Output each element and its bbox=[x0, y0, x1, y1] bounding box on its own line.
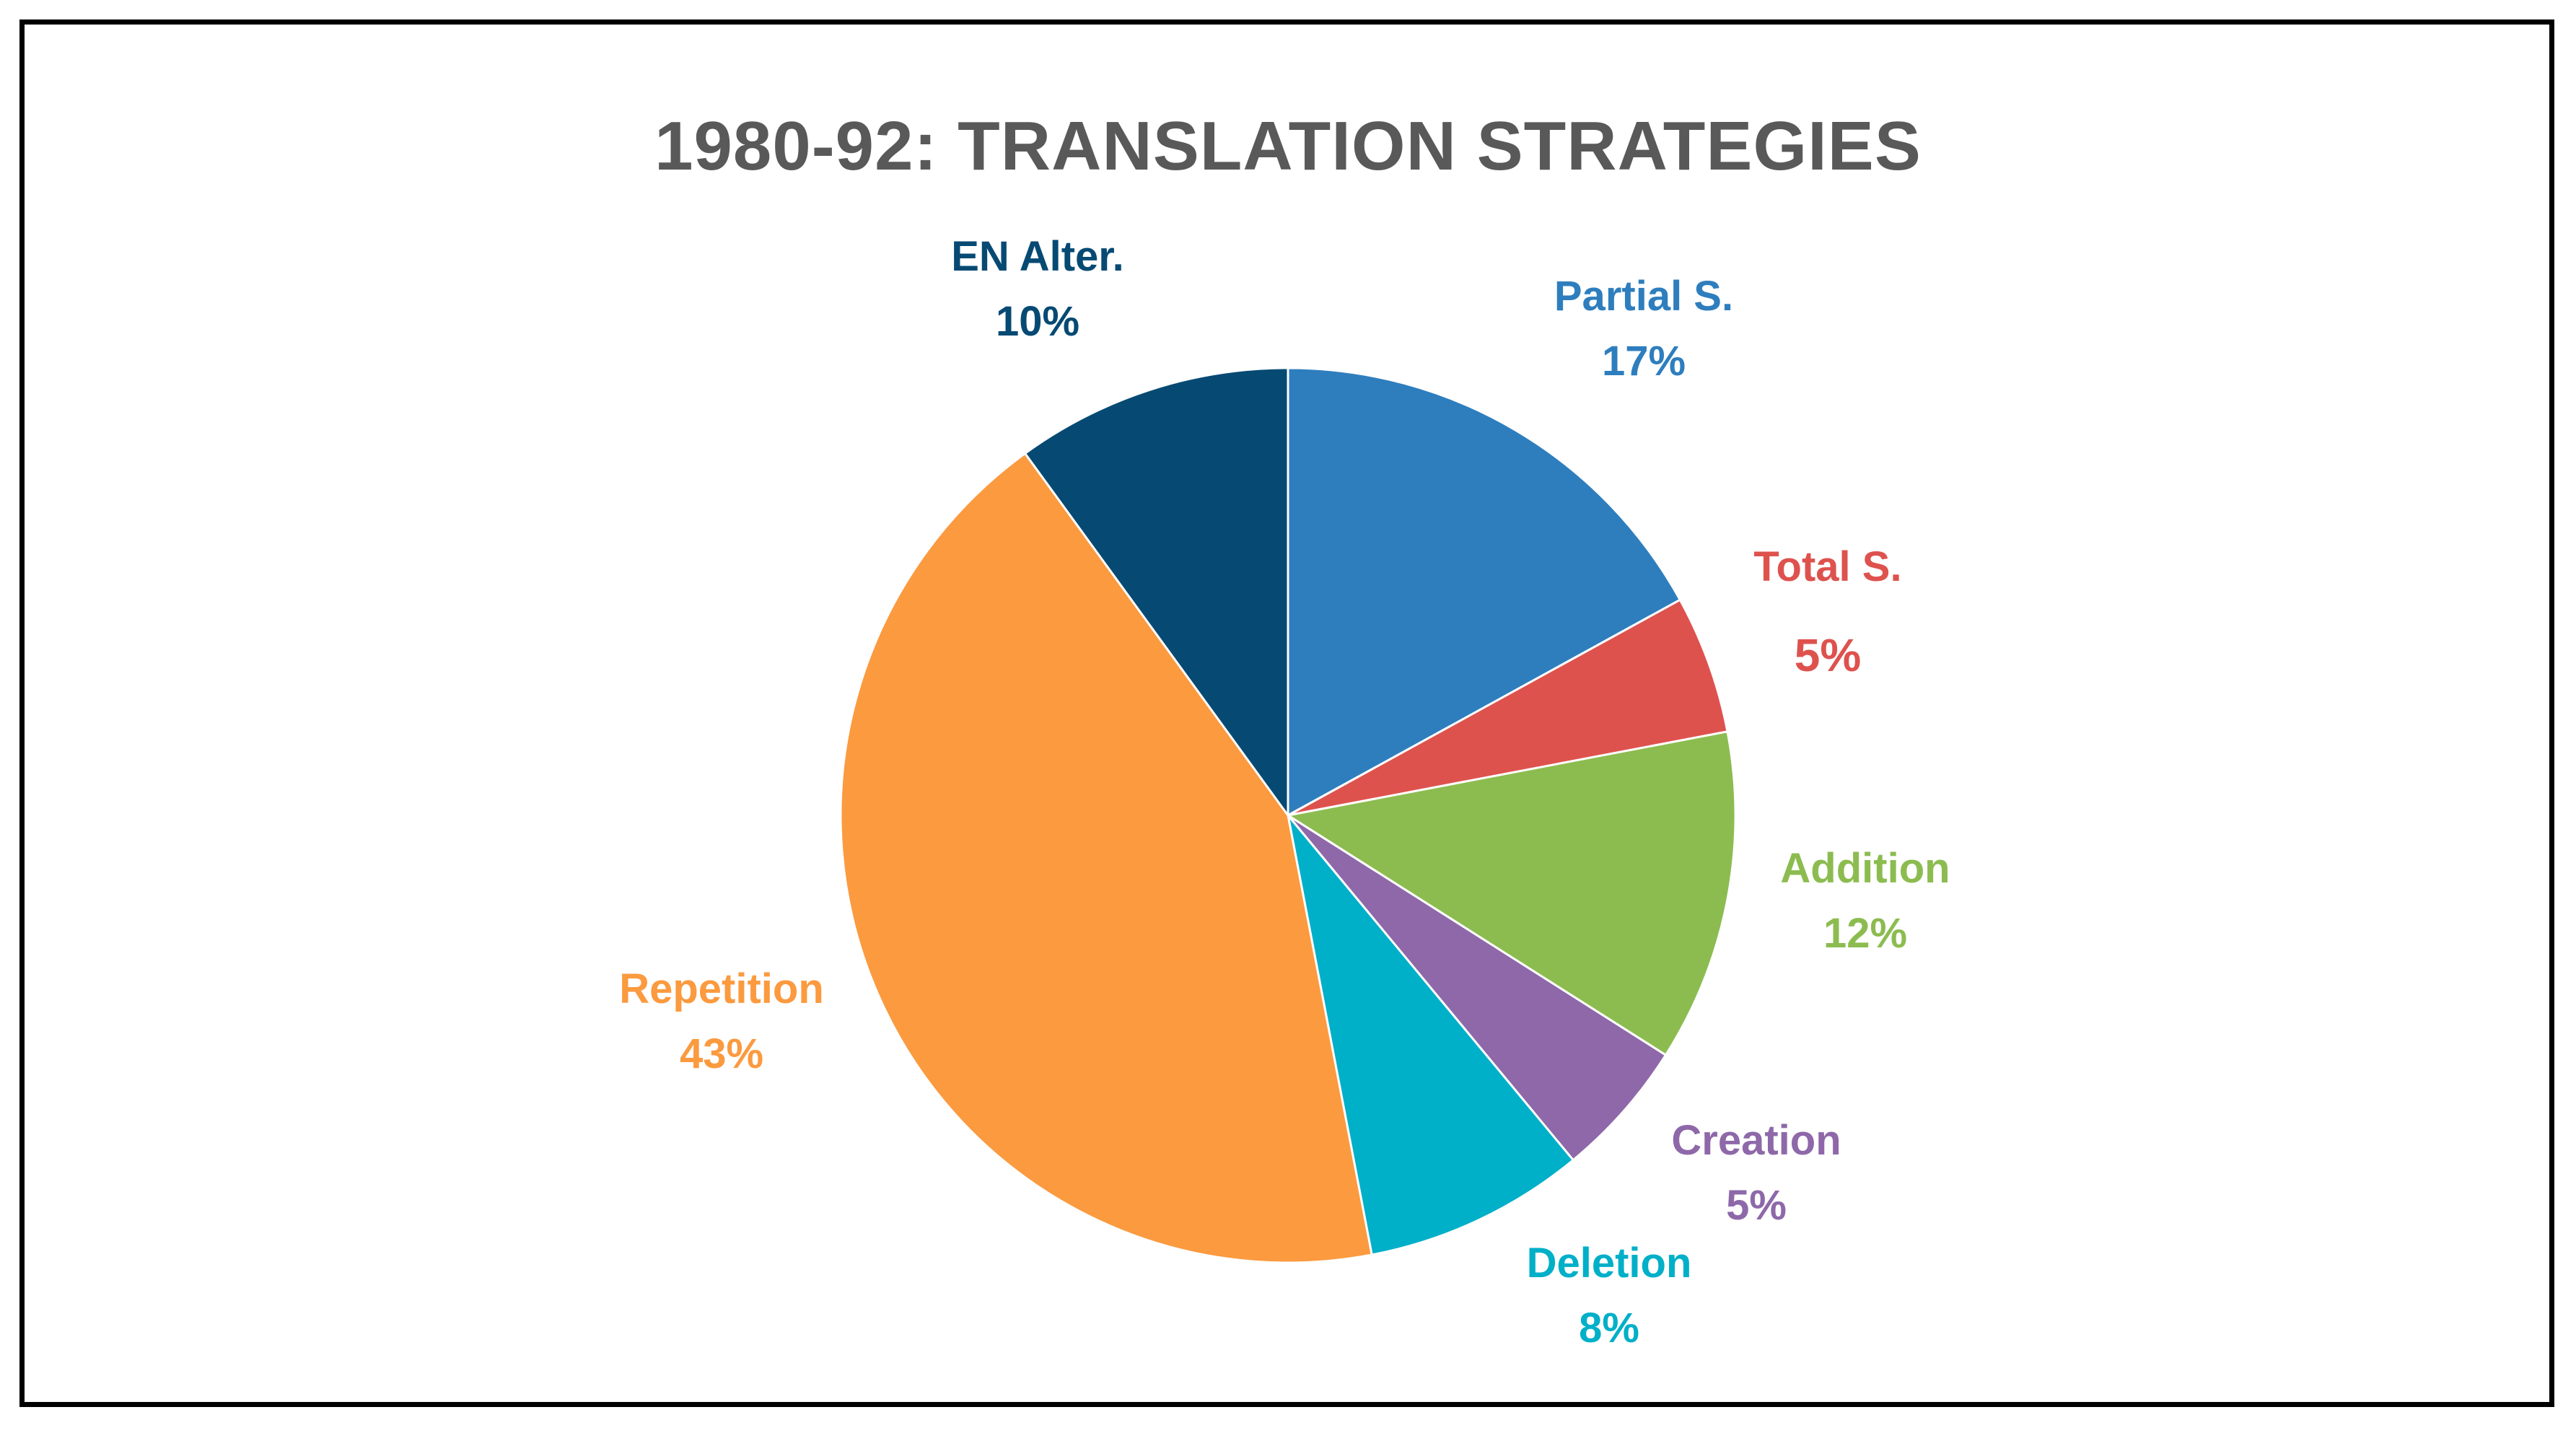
pie-slice-addition bbox=[1284, 730, 1737, 1057]
pie-slice-creation bbox=[1287, 814, 1668, 1162]
slice-value: 5% bbox=[1795, 629, 1862, 681]
slice-name: Deletion bbox=[1527, 1240, 1692, 1287]
slice-label-en-alter: EN Alter. 10% bbox=[951, 233, 1124, 345]
pie-slice-partial-s bbox=[1287, 367, 1682, 818]
slice-value: 12% bbox=[1823, 910, 1907, 957]
slice-name: Addition bbox=[1780, 845, 1950, 892]
slice-label-repetition: Repetition 43% bbox=[619, 965, 824, 1077]
pie-slice-deletion bbox=[1287, 815, 1575, 1256]
pie-slice-en-alter bbox=[1023, 367, 1289, 819]
slice-value: 43% bbox=[680, 1030, 763, 1077]
slice-name: Repetition bbox=[619, 965, 824, 1012]
pie-labels: Partial S. 17% Total S. 5% Addition 12% Creati… bbox=[619, 233, 1950, 1351]
pie-slice-repetition bbox=[839, 452, 1373, 1264]
pie-slice-total-s bbox=[1287, 598, 1729, 817]
slice-value: 10% bbox=[996, 298, 1079, 345]
slice-label-addition: Addition 12% bbox=[1780, 845, 1950, 957]
slice-name: Total S. bbox=[1753, 543, 1901, 590]
slice-value: 8% bbox=[1579, 1305, 1639, 1351]
slice-name: Creation bbox=[1671, 1117, 1841, 1164]
slice-value: 17% bbox=[1602, 338, 1686, 385]
slice-label-creation: Creation 5% bbox=[1671, 1117, 1841, 1229]
slice-name: Partial S. bbox=[1554, 273, 1733, 320]
slice-label-partial-s: Partial S. 17% bbox=[1554, 273, 1733, 385]
pie-slices bbox=[839, 367, 1737, 1264]
slice-label-total-s: Total S. 5% bbox=[1753, 543, 1901, 681]
slice-name: EN Alter. bbox=[951, 233, 1124, 280]
chart-title: 1980-92: TRANSLATION STRATEGIES bbox=[654, 108, 1922, 185]
slice-value: 5% bbox=[1726, 1182, 1787, 1229]
slice-label-deletion: Deletion 8% bbox=[1527, 1240, 1692, 1351]
